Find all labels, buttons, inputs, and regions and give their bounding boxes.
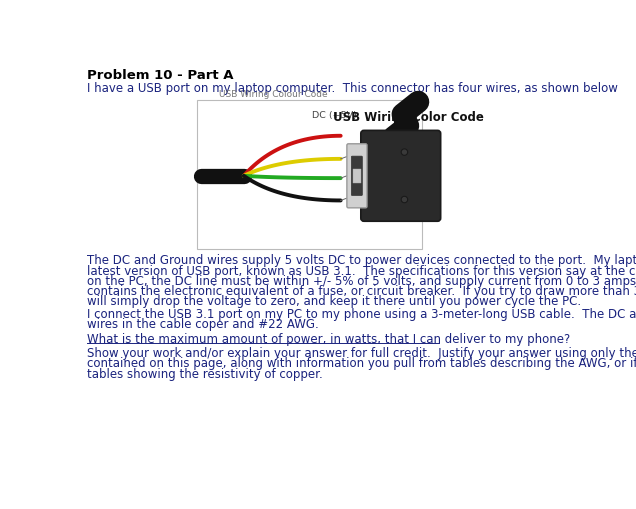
- FancyBboxPatch shape: [361, 130, 441, 221]
- Text: contained on this page, along with information you pull from tables describing t: contained on this page, along with infor…: [87, 357, 636, 371]
- Text: I connect the USB 3.1 port on my PC to my phone using a 3-meter-long USB cable. : I connect the USB 3.1 port on my PC to m…: [87, 308, 636, 321]
- Text: Show your work and/or explain your answer for full credit.  Justify your answer : Show your work and/or explain your answe…: [87, 347, 636, 360]
- Text: USB Wiring Colour Code: USB Wiring Colour Code: [219, 90, 327, 99]
- Text: USB Wiring Color Code: USB Wiring Color Code: [333, 111, 484, 124]
- Circle shape: [403, 197, 406, 202]
- Text: Data +: Data +: [348, 152, 380, 161]
- FancyBboxPatch shape: [352, 156, 363, 195]
- Text: Ground: Ground: [348, 193, 381, 203]
- Text: contains the electronic equivalent of a fuse, or circuit breaker.  If you try to: contains the electronic equivalent of a …: [87, 285, 636, 298]
- Text: The DC and Ground wires supply 5 volts DC to power devices connected to the port: The DC and Ground wires supply 5 volts D…: [87, 254, 636, 267]
- Text: tables showing the resistivity of copper.: tables showing the resistivity of copper…: [87, 367, 323, 381]
- Text: wires in the cable coper and #22 AWG.: wires in the cable coper and #22 AWG.: [87, 319, 319, 331]
- Circle shape: [401, 149, 408, 155]
- Text: on the PC, the DC line must be within +/- 5% of 5 volts, and supply current from: on the PC, the DC line must be within +/…: [87, 275, 636, 288]
- Text: What is the maximum amount of power, in watts, that I can deliver to my phone?: What is the maximum amount of power, in …: [87, 333, 570, 346]
- Text: will simply drop the voltage to zero, and keep it there until you power cycle th: will simply drop the voltage to zero, an…: [87, 295, 581, 308]
- Text: I have a USB port on my laptop computer.  This connector has four wires, as show: I have a USB port on my laptop computer.…: [87, 82, 618, 95]
- Text: Data -: Data -: [348, 172, 375, 180]
- Bar: [197, 100, 422, 249]
- Text: DC (+5V): DC (+5V): [312, 111, 357, 120]
- Text: latest version of USB port, known as USB 3.1.  The specifications for this versi: latest version of USB port, known as USB…: [87, 265, 636, 277]
- Circle shape: [403, 150, 406, 154]
- Text: Problem 10 - Part A: Problem 10 - Part A: [87, 69, 234, 82]
- Circle shape: [401, 196, 408, 203]
- FancyBboxPatch shape: [347, 144, 367, 208]
- FancyBboxPatch shape: [352, 169, 361, 183]
